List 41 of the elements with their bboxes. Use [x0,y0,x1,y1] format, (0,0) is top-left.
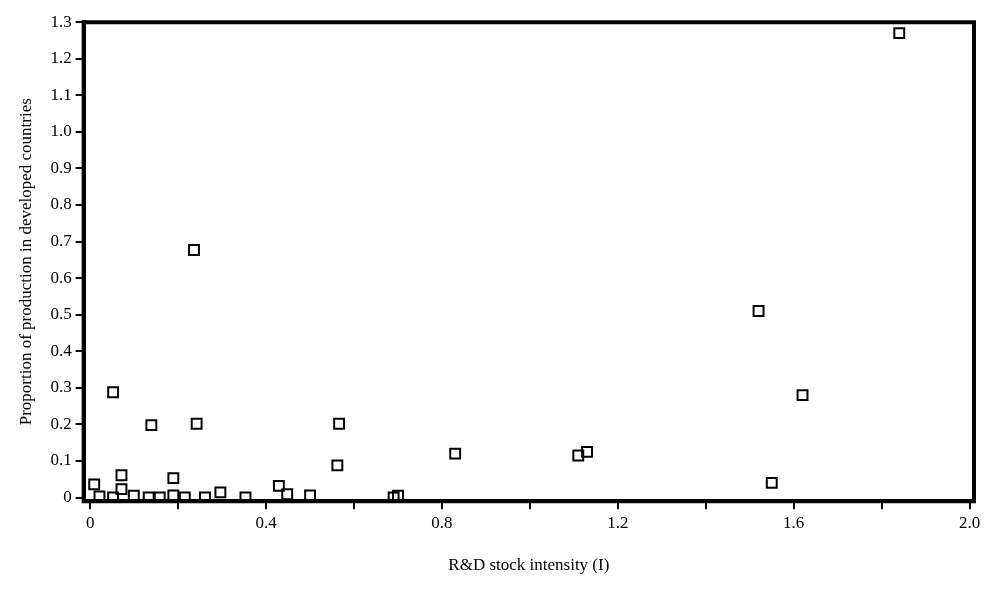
x-tick-label: 1.2 [607,512,629,532]
point [115,469,128,482]
point [167,472,180,485]
y-tick-label: 0.7 [50,231,73,251]
point [272,479,285,492]
y-tick-label: 0.2 [50,413,72,433]
y-tick-label: 0 [63,487,72,507]
point [331,459,344,472]
y-tick-label: 0.3 [50,377,72,397]
x-tick-label: 0.4 [255,512,278,532]
y-tick-label: 0.6 [50,267,72,287]
y-tick-label: 1.2 [50,48,72,68]
y-tick-label: 0.5 [50,304,72,324]
y-tick-label: 0.8 [50,194,72,214]
point [107,386,120,399]
point [115,483,128,496]
y-tick-label: 0.9 [50,157,72,177]
point [893,27,906,40]
y-tick-label: 0.4 [50,340,73,360]
point [145,419,158,432]
x-tick-label: 0 [86,512,95,532]
point [88,478,101,491]
y-axis-title: Proportion of production in developed countries [15,98,35,426]
x-axis-title: R&D stock intensity (I) [448,555,610,575]
y-tick-label: 0.1 [50,450,72,470]
y-tick-label: 1.3 [50,11,72,31]
point [333,417,346,430]
y-tick-label: 1.0 [50,121,72,141]
x-tick-label: 2.0 [958,512,981,532]
point [190,417,203,430]
point [214,486,227,499]
point [581,445,594,458]
x-tick-label: 0.8 [431,512,453,532]
point [449,447,462,460]
y-tick-label: 1.1 [50,84,72,104]
point [796,389,809,402]
point [188,244,200,256]
point [572,449,585,462]
x-tick-label: 1.6 [783,512,805,532]
point [765,476,778,489]
point [752,305,765,318]
